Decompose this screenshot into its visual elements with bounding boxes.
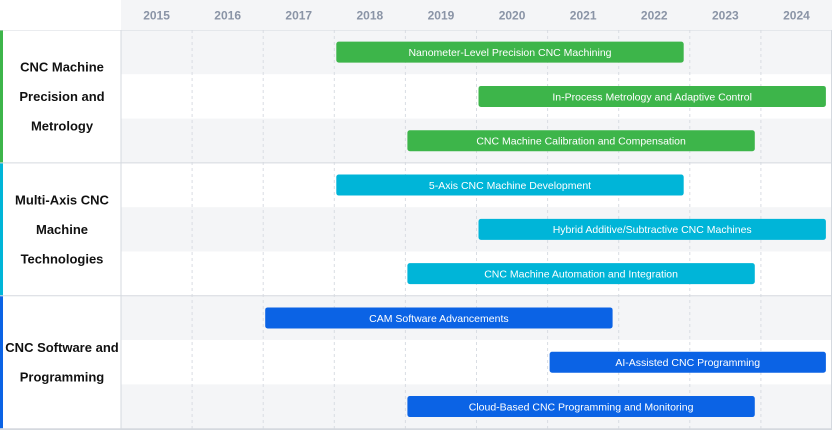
task-bar: AI-Assisted CNC Programming (550, 352, 826, 373)
year-label: 2016 (214, 9, 241, 23)
group-accent-strip (0, 296, 3, 428)
group-label-line: CNC Machine (20, 59, 104, 74)
year-label: 2017 (285, 9, 312, 23)
year-label: 2015 (143, 9, 170, 23)
year-header: 2015 2016 2017 2018 2019 2020 2021 2022 2023 2024 (0, 0, 832, 30)
header-corner (0, 0, 121, 30)
task-bar: In-Process Metrology and Adaptive Contro… (479, 86, 826, 107)
task-bar-label: AI-Assisted CNC Programming (615, 357, 760, 369)
task-bar: CNC Machine Automation and Integration (407, 263, 754, 284)
year-label: 2021 (570, 9, 597, 23)
task-bar-label: Nanometer-Level Precision CNC Machining (408, 47, 611, 59)
group-label-line: Technologies (21, 251, 104, 266)
task-bar-label: CNC Machine Automation and Integration (484, 268, 678, 280)
task-bar: CAM Software Advancements (265, 307, 612, 328)
task-bar: Hybrid Additive/Subtractive CNC Machines (479, 219, 826, 240)
group-accent-strip (0, 163, 3, 295)
header-background (0, 0, 832, 30)
task-bar: 5-Axis CNC Machine Development (336, 175, 683, 196)
task-bar-label: In-Process Metrology and Adaptive Contro… (552, 91, 752, 103)
task-bar-label: Cloud-Based CNC Programming and Monitori… (469, 401, 694, 413)
group-label-line: Metrology (31, 118, 94, 133)
year-label: 2022 (641, 9, 668, 23)
group-label-line: Programming (20, 370, 105, 385)
year-label: 2019 (428, 9, 455, 23)
task-bar-label: 5-Axis CNC Machine Development (429, 180, 591, 192)
group-label-line: Multi-Axis CNC (15, 192, 110, 207)
year-label: 2023 (712, 9, 739, 23)
group-label-line: Precision and (19, 89, 104, 104)
group-labels: CNC Machine Precision and Metrology Multi-A… (0, 31, 119, 429)
group-accent-strip (0, 31, 3, 163)
year-label: 2020 (499, 9, 526, 23)
gantt-chart: 2015 2016 2017 2018 2019 2020 2021 2022 2023 2024… (0, 0, 832, 430)
task-bar: Nanometer-Level Precision CNC Machining (336, 42, 683, 63)
group-label-line: Machine (36, 222, 88, 237)
task-bar-label: Hybrid Additive/Subtractive CNC Machines (553, 224, 752, 236)
year-label: 2018 (356, 9, 383, 23)
task-bar-label: CAM Software Advancements (369, 313, 508, 325)
year-label: 2024 (783, 9, 810, 23)
task-bar: Cloud-Based CNC Programming and Monitori… (407, 396, 754, 417)
task-bar: CNC Machine Calibration and Compensation (407, 130, 754, 151)
group-label-line: CNC Software and (5, 340, 118, 355)
task-bar-label: CNC Machine Calibration and Compensation (476, 136, 686, 148)
